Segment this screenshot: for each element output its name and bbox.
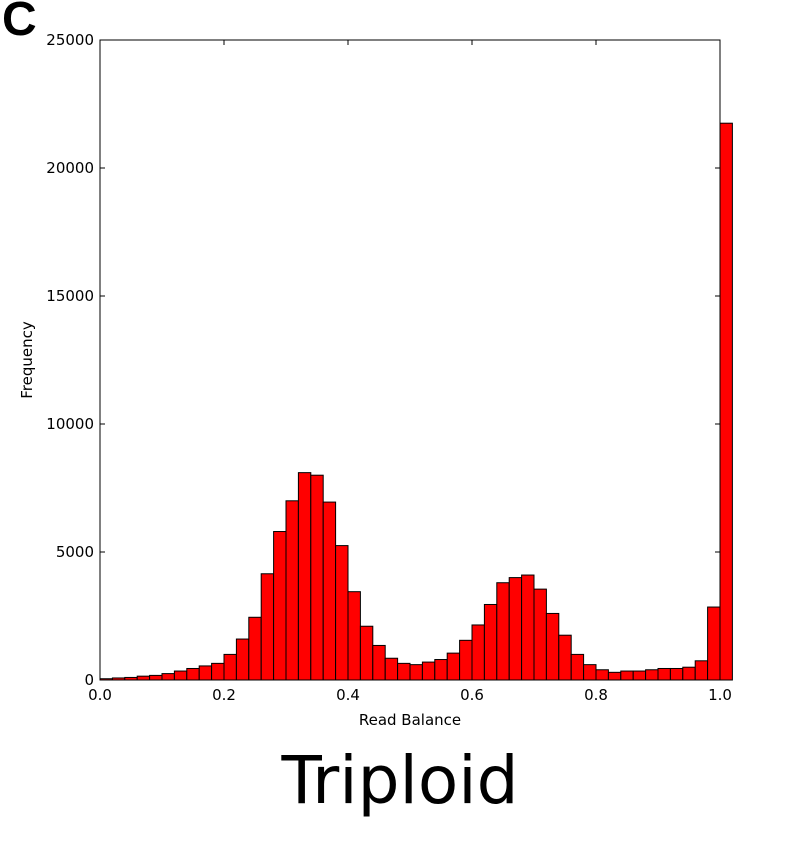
- histogram-bar: [558, 634, 572, 681]
- histogram-bar: [583, 664, 597, 681]
- histogram-bar: [248, 616, 262, 681]
- histogram-bar: [707, 606, 721, 681]
- histogram-bar: [434, 659, 448, 681]
- histogram-bar: [669, 667, 684, 681]
- x-tick-label: 0.2: [212, 686, 236, 704]
- histogram-bar: [645, 669, 659, 681]
- histogram-bar: [682, 666, 696, 681]
- histogram-bar: [186, 667, 200, 681]
- histogram-bar: [310, 474, 324, 681]
- histogram-bar: [273, 531, 287, 681]
- plot-frame: [99, 39, 721, 681]
- histogram-bar: [496, 582, 510, 681]
- histogram-bar: [359, 625, 374, 681]
- histogram-bar: [260, 573, 275, 681]
- x-tick-label: 0.6: [460, 686, 484, 704]
- histogram-bar: [459, 639, 473, 681]
- y-axis-label: Frequency: [18, 321, 36, 399]
- caption-title: Triploid: [281, 742, 519, 819]
- histogram-bar: [198, 665, 213, 681]
- histogram-bar: [372, 644, 386, 681]
- histogram-bar: [136, 675, 151, 681]
- x-tick-label: 1.0: [708, 686, 732, 704]
- x-axis-label: Read Balance: [359, 711, 461, 729]
- y-tick-label: 25000: [46, 31, 94, 49]
- y-tick-label: 20000: [46, 159, 94, 177]
- histogram-bar: [533, 588, 547, 681]
- histogram-bar: [595, 669, 609, 681]
- y-tick-label: 0: [84, 671, 94, 689]
- bars-layer: [99, 122, 733, 681]
- histogram-bar: [508, 577, 523, 681]
- histogram-bar: [632, 670, 647, 681]
- histogram-bar: [297, 472, 312, 681]
- histogram-bar: [421, 661, 436, 681]
- histogram-bar: [347, 591, 361, 681]
- histogram-bar: [719, 122, 733, 681]
- histogram-bar: [335, 545, 349, 681]
- y-tick-label: 10000: [46, 415, 94, 433]
- histogram-bar: [223, 653, 237, 681]
- histogram-bar: [545, 612, 560, 681]
- histogram-bar: [446, 652, 461, 681]
- histogram-bar: [483, 603, 498, 681]
- histogram-bar: [322, 501, 337, 681]
- y-tick-label: 15000: [46, 287, 94, 305]
- histogram-bar: [657, 667, 671, 681]
- histogram-bar: [471, 624, 485, 681]
- histogram-bar: [620, 670, 634, 681]
- histogram-bar: [521, 574, 535, 681]
- x-tick-label: 0.0: [88, 686, 112, 704]
- histogram-bar: [285, 500, 299, 681]
- histogram-bar: [173, 670, 188, 681]
- histogram-bar: [384, 657, 399, 681]
- histogram-bar: [570, 653, 585, 681]
- histogram-bar: [694, 660, 709, 681]
- panel-label: C: [2, 0, 37, 46]
- histogram-bar: [397, 662, 411, 681]
- histogram-chart: 0.0 0.2 0.4 0.6 0.8 1.0 0 5000 10000 15000 20000 25…: [18, 31, 733, 729]
- histogram-bar: [149, 674, 163, 681]
- ticks-layer: 0.0 0.2 0.4 0.6 0.8 1.0 0 5000 10000 15000 20000 25…: [46, 31, 732, 704]
- histogram-bar: [161, 673, 175, 681]
- x-tick-label: 0.8: [584, 686, 608, 704]
- histogram-bar: [607, 671, 622, 681]
- histogram-bar: [409, 664, 423, 681]
- histogram-bar: [235, 638, 250, 681]
- x-tick-label: 0.4: [336, 686, 360, 704]
- histogram-bar: [211, 662, 225, 681]
- y-tick-label: 5000: [56, 543, 94, 561]
